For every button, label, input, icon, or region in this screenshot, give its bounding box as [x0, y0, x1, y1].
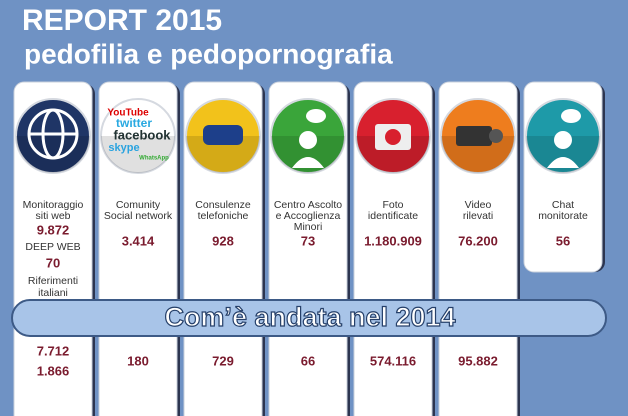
banner-text: Com’è andata nel 2014 — [164, 302, 455, 332]
label: e Accoglienza — [276, 210, 341, 222]
label: Centro Ascolto — [274, 199, 342, 211]
icon-shade — [271, 136, 345, 173]
person — [554, 131, 572, 149]
speech — [306, 109, 326, 123]
label: Consulenze — [195, 199, 251, 211]
person-body — [547, 157, 579, 168]
value-2014: 574.116 — [370, 353, 416, 368]
label: Minori — [294, 221, 323, 233]
title: REPORT 2015 — [22, 4, 222, 37]
value-2014: 729 — [212, 353, 234, 368]
label: siti web — [35, 210, 70, 222]
lens — [489, 129, 503, 143]
value-2014: 95.882 — [458, 353, 498, 368]
logo-text: twitter — [116, 116, 152, 130]
logo-text: WhatsApp — [139, 156, 169, 162]
speech — [561, 109, 581, 123]
extra: 70 — [46, 255, 60, 270]
label: identificate — [368, 210, 418, 222]
logo-text: YouTube — [107, 108, 149, 119]
value-2014: 7.712 — [37, 343, 70, 358]
lens — [385, 129, 401, 145]
icon-shade — [526, 136, 600, 173]
values-2014: 7.712 1.866 180 729 66 574.116 95.882 — [37, 343, 498, 378]
icon-shade — [356, 136, 430, 173]
value: 3.414 — [122, 233, 155, 248]
value: 56 — [556, 233, 570, 248]
icon-shade — [186, 136, 260, 173]
banner-bar — [11, 299, 607, 337]
label: Comunity — [116, 199, 161, 211]
label: telefoniche — [198, 210, 249, 222]
extra: DEEP WEB — [25, 241, 80, 253]
value: 1.180.909 — [364, 233, 422, 248]
videocamera — [456, 126, 492, 146]
value-2014: 180 — [127, 353, 149, 368]
label: Chat — [552, 199, 574, 211]
label: Video — [465, 199, 492, 211]
logo-text: skype — [108, 142, 139, 154]
value-2014: 1.866 — [37, 363, 70, 378]
label: monitorate — [538, 210, 588, 222]
person-body — [292, 157, 324, 168]
label: Social network — [104, 210, 173, 222]
label: Monitoraggio — [23, 199, 84, 211]
person — [299, 131, 317, 149]
subtitle: pedofilia e pedopornografia — [24, 38, 393, 69]
phone — [203, 125, 243, 145]
value: 9.872 — [37, 222, 70, 237]
label: Foto — [382, 199, 403, 211]
icon-shade — [101, 136, 175, 173]
extra: Riferimenti — [28, 275, 78, 287]
value: 76.200 — [458, 233, 498, 248]
logo-text: facebook — [113, 127, 171, 142]
label: rilevati — [463, 210, 493, 222]
extra: italiani — [38, 287, 68, 299]
icon-shade — [16, 136, 90, 173]
icon-circle — [100, 98, 176, 174]
value: 928 — [212, 233, 234, 248]
value: 73 — [301, 233, 315, 248]
value-2014: 66 — [301, 353, 315, 368]
